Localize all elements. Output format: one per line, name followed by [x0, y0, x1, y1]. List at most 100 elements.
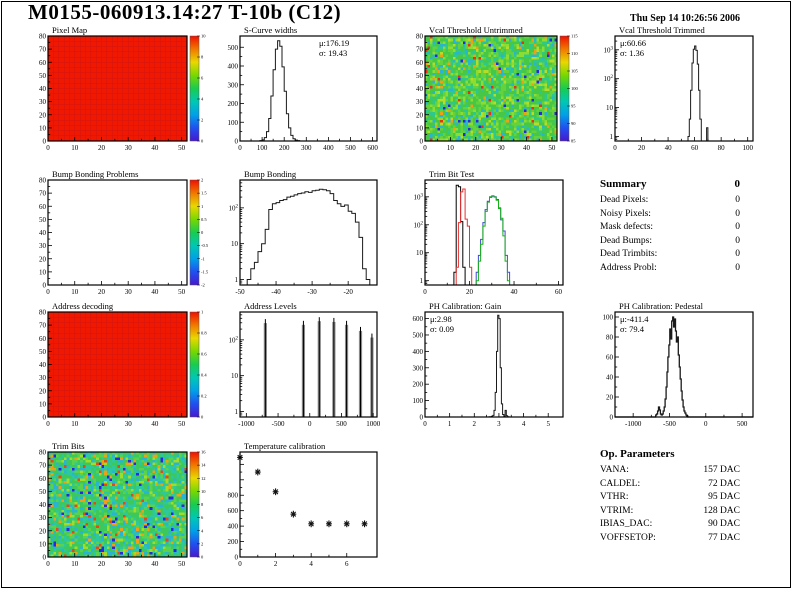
svg-text:95: 95 [571, 104, 576, 109]
svg-text:10: 10 [39, 124, 47, 132]
svg-text:500: 500 [345, 144, 356, 152]
svg-text:60: 60 [555, 288, 563, 296]
svg-text:1.5: 1.5 [201, 191, 207, 196]
svg-text:0: 0 [423, 420, 427, 428]
svg-text:Temperature calibration: Temperature calibration [244, 441, 326, 451]
svg-text:10: 10 [71, 420, 79, 428]
svg-text:-1.5: -1.5 [201, 269, 209, 274]
summary-row: Dead Trimbits: 0 [600, 248, 740, 262]
svg-text:102: 102 [413, 220, 423, 229]
op-parameter-row-label: CALDEL: [600, 478, 641, 489]
svg-text:-2: -2 [201, 283, 205, 288]
svg-text:400: 400 [413, 348, 424, 356]
svg-text:40: 40 [665, 144, 673, 152]
svg-text:600: 600 [413, 315, 424, 323]
svg-text:10: 10 [416, 249, 424, 257]
svg-text:102: 102 [603, 74, 613, 83]
svg-text:0: 0 [43, 138, 47, 146]
svg-text:μ:176.19: μ:176.19 [319, 38, 349, 48]
svg-text:40: 40 [151, 560, 159, 568]
op-parameter-row-value: 77 DAC [708, 532, 740, 543]
svg-text:60: 60 [606, 354, 614, 362]
svg-text:40: 40 [523, 144, 531, 152]
svg-text:5: 5 [546, 420, 550, 428]
svg-text:20: 20 [39, 387, 47, 395]
svg-text:20: 20 [39, 111, 47, 119]
svg-text:50: 50 [39, 348, 47, 356]
svg-text:80: 80 [39, 309, 47, 317]
scurve-widths-chart: S-Curve widths 0 100 200 300 400 500 600 0 100 200… [220, 24, 385, 156]
svg-text:0: 0 [46, 560, 50, 568]
svg-text:30: 30 [125, 420, 133, 428]
svg-text:500: 500 [737, 420, 748, 428]
svg-text:0: 0 [423, 144, 427, 152]
op-parameter-row-label: IBIAS_DAC: [600, 519, 653, 529]
svg-text:10: 10 [447, 144, 455, 152]
svg-text:10: 10 [231, 240, 239, 248]
op-parameter-row-label: VTHR: [600, 492, 629, 502]
svg-text:μ:60.66: μ:60.66 [620, 38, 646, 48]
summary-row: Mask defects: 0 [600, 221, 740, 235]
svg-text:20: 20 [98, 288, 106, 296]
summary-row-label: Dead Pixels: [600, 195, 649, 205]
summary-rows: Dead Pixels: 0 Noisy Pixels: 0 Mask defects:… [600, 194, 740, 275]
svg-text:Bump Bonding: Bump Bonding [244, 169, 297, 179]
svg-text:1: 1 [201, 204, 203, 209]
svg-text:8: 8 [201, 55, 204, 60]
summary-row: Dead Bumps: 0 [600, 235, 740, 249]
op-parameter-row-label: VOFFSETOP: [600, 532, 656, 543]
svg-text:μ:-411.4: μ:-411.4 [620, 314, 649, 324]
op-parameter-row-value: 95 DAC [708, 492, 740, 502]
svg-text:0: 0 [308, 420, 312, 428]
svg-text:100: 100 [603, 314, 614, 322]
summary-row-value: 0 [735, 222, 740, 232]
svg-text:40: 40 [151, 144, 159, 152]
svg-text:0: 0 [201, 415, 204, 420]
svg-text:100: 100 [571, 86, 579, 91]
svg-text:0.8: 0.8 [201, 331, 207, 336]
svg-text:Address decoding: Address decoding [52, 301, 114, 311]
op-parameter-row: CALDEL: 72 DAC [600, 478, 740, 492]
svg-text:0: 0 [201, 555, 204, 560]
svg-text:400: 400 [323, 144, 334, 152]
svg-text:200: 200 [228, 538, 239, 546]
svg-text:200: 200 [413, 381, 424, 389]
svg-text:70: 70 [39, 46, 47, 54]
summary-row: Dead Pixels: 0 [600, 194, 740, 208]
op-parameter-row: IBIAS_DAC: 90 DAC [600, 518, 740, 532]
svg-text:40: 40 [511, 288, 518, 296]
svg-text:300: 300 [301, 144, 312, 152]
summary-row: Noisy Pixels: 0 [600, 208, 740, 222]
svg-text:60: 60 [39, 475, 47, 483]
svg-text:80: 80 [606, 334, 614, 342]
svg-text:2: 2 [274, 560, 278, 568]
svg-text:10: 10 [201, 34, 206, 39]
summary-header: Summary 0 [600, 178, 740, 190]
svg-text:Bump Bonding Problems: Bump Bonding Problems [52, 169, 138, 179]
summary-title: Summary [600, 178, 647, 190]
svg-text:10: 10 [71, 288, 79, 296]
svg-text:500: 500 [413, 331, 424, 339]
svg-text:-20: -20 [343, 288, 353, 296]
svg-text:20: 20 [638, 144, 646, 152]
svg-text:σ: 79.4: σ: 79.4 [620, 324, 645, 334]
svg-text:40: 40 [39, 85, 47, 93]
svg-text:1: 1 [201, 310, 203, 315]
svg-text:-1000: -1000 [238, 420, 255, 428]
svg-text:20: 20 [466, 288, 474, 296]
svg-text:0: 0 [235, 554, 239, 562]
svg-text:Pixel Map: Pixel Map [52, 25, 87, 35]
svg-text:103: 103 [603, 45, 613, 54]
op-parameters-panel: Op. Parameters VANA: 157 DAC CALDEL: 72 DAC… [600, 448, 740, 545]
svg-text:20: 20 [39, 255, 47, 263]
svg-text:40: 40 [151, 420, 159, 428]
svg-text:80: 80 [39, 449, 47, 457]
svg-text:40: 40 [39, 501, 47, 509]
svg-text:0: 0 [610, 414, 614, 422]
svg-text:60: 60 [416, 59, 424, 67]
svg-text:30: 30 [498, 144, 506, 152]
svg-text:40: 40 [39, 361, 47, 369]
bump-bonding-problems-chart: Bump Bonding Problems 0 10 20 30 40 50 0 10 20 30 4… [28, 168, 213, 300]
svg-text:10: 10 [71, 560, 79, 568]
svg-text:0: 0 [46, 288, 50, 296]
